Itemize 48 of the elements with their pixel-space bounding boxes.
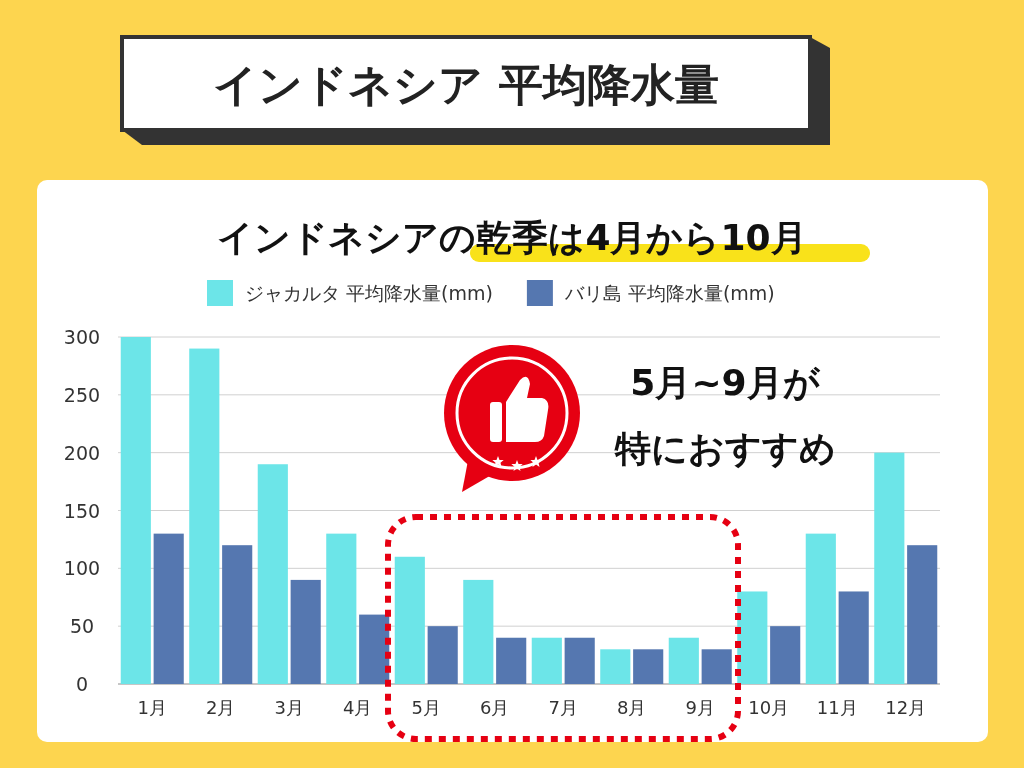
legend-label: ジャカルタ 平均降水量(mm) <box>245 282 493 304</box>
x-tick-label: 9月 <box>685 697 715 718</box>
bar <box>290 579 321 684</box>
x-tick-label: 12月 <box>885 697 927 718</box>
bar <box>907 545 938 684</box>
bar <box>463 579 494 684</box>
bar <box>770 626 801 684</box>
x-tick-label: 4月 <box>343 697 373 718</box>
x-tick-label: 3月 <box>274 697 304 718</box>
bar <box>326 533 357 684</box>
bar <box>120 337 151 684</box>
bar <box>496 637 527 684</box>
bar <box>874 452 905 684</box>
bar <box>805 533 836 684</box>
legend-label: バリ島 平均降水量(mm) <box>563 282 775 304</box>
bar <box>394 556 425 684</box>
y-tick-label: 100 <box>63 557 101 580</box>
bar <box>633 649 664 684</box>
bar <box>222 545 253 684</box>
bar <box>600 649 631 684</box>
bar <box>531 637 562 684</box>
y-tick-label: 0 <box>75 673 89 695</box>
bar <box>427 626 458 684</box>
chart-title: インドネシア 平均降水量 <box>213 59 719 110</box>
x-tick-label: 2月 <box>206 697 236 718</box>
x-tick-label: 1月 <box>137 697 167 718</box>
y-tick-label: 150 <box>63 499 101 522</box>
bar <box>257 464 288 684</box>
y-tick-label: 300 <box>63 326 101 348</box>
bar <box>359 614 390 684</box>
y-tick-label: 200 <box>63 441 101 464</box>
x-tick-label: 7月 <box>548 697 578 718</box>
x-tick-label: 8月 <box>617 697 647 718</box>
x-tick-label: 10月 <box>748 697 790 718</box>
bar <box>189 348 220 684</box>
annotation: 5月~9月が <box>630 362 821 403</box>
y-tick-label: 50 <box>69 615 95 638</box>
bar <box>701 649 732 684</box>
x-tick-label: 5月 <box>411 697 441 718</box>
bar <box>737 591 768 684</box>
y-tick-label: 250 <box>63 383 101 406</box>
bar <box>838 591 869 684</box>
bar <box>564 637 595 684</box>
annotation: 特におすすめ <box>613 428 836 469</box>
x-tick-label: 11月 <box>816 697 858 718</box>
x-tick-label: 6月 <box>480 697 510 718</box>
bar <box>668 637 699 684</box>
bar <box>153 533 184 684</box>
